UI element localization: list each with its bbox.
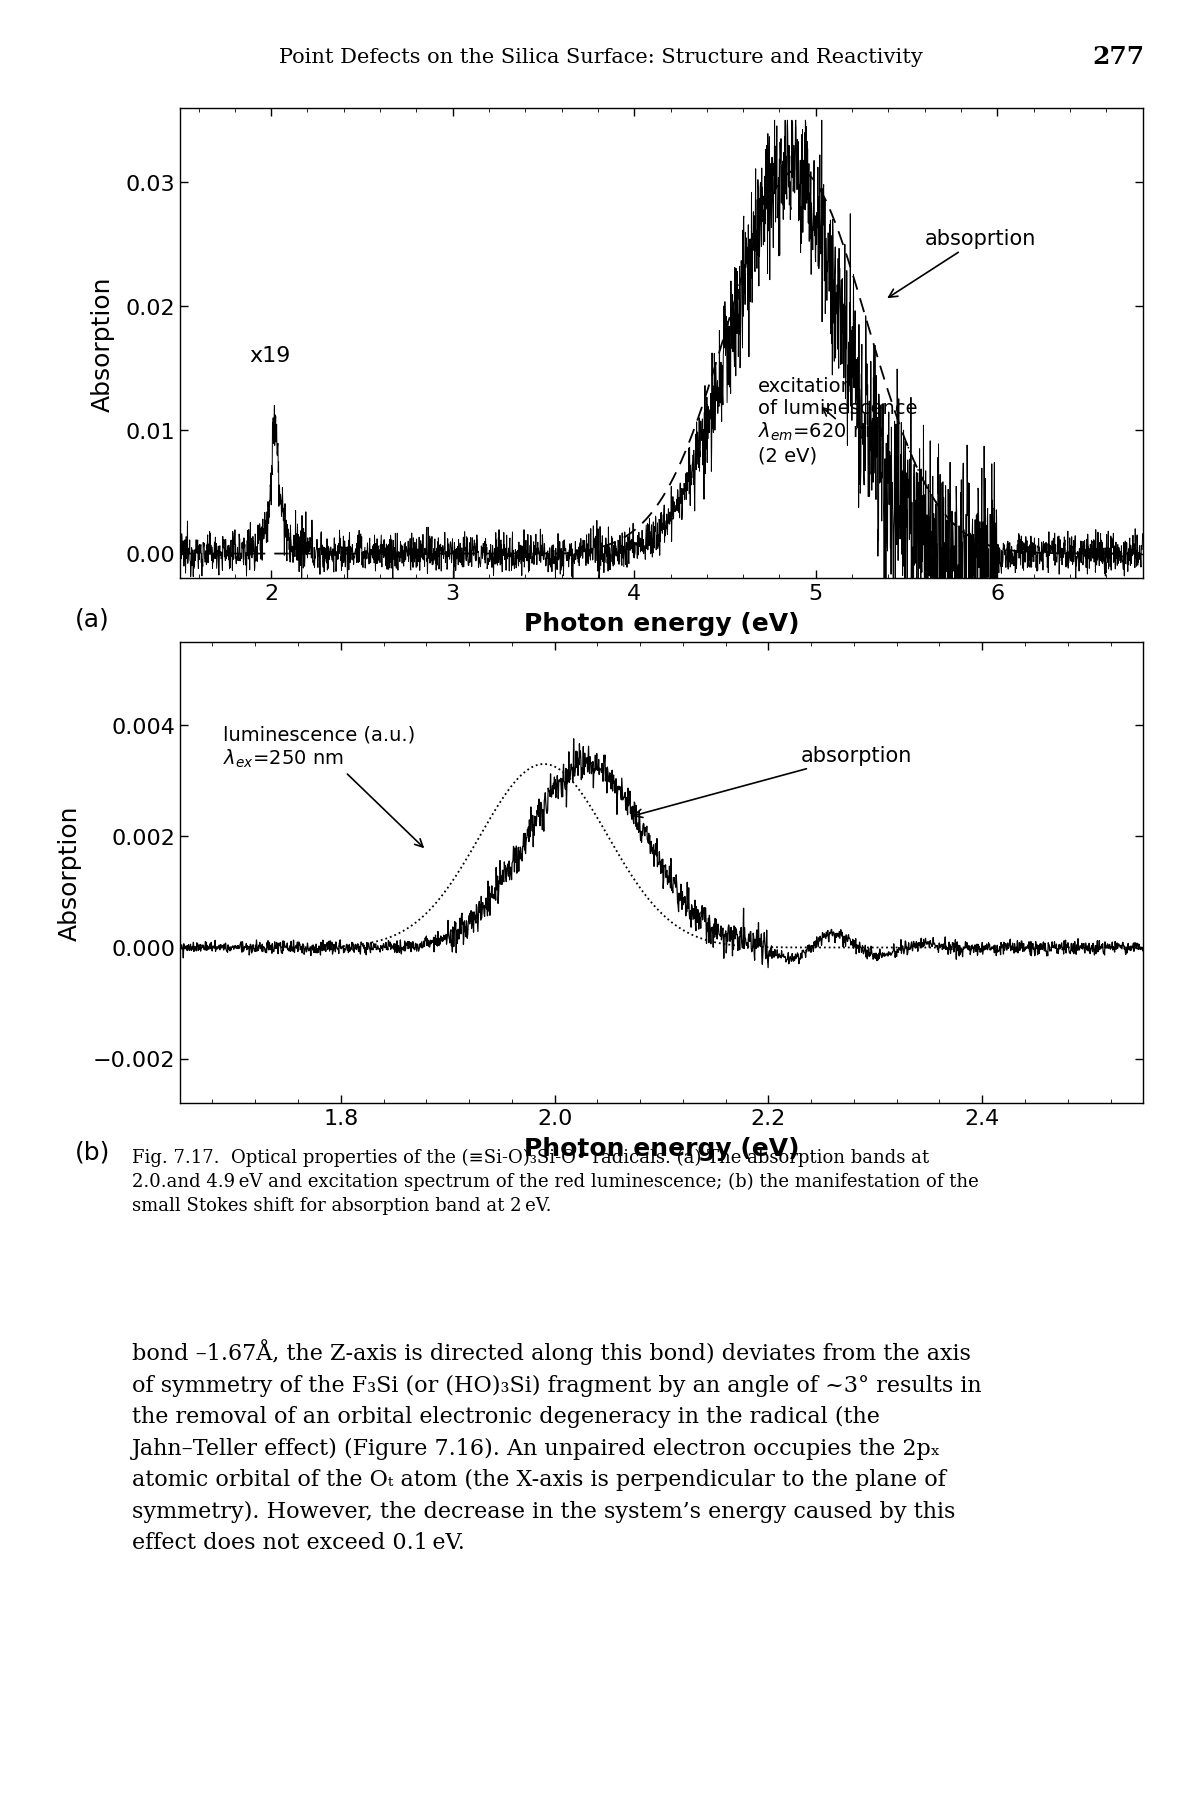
Text: (b): (b) (75, 1140, 109, 1163)
Text: 277: 277 (1091, 45, 1144, 69)
Text: bond –1.67Å, the Z-axis is directed along this bond) deviates from the axis
of s: bond –1.67Å, the Z-axis is directed alon… (132, 1339, 981, 1554)
Text: excitation
of luminescence
$\lambda_{em}$=620 nm
(2 eV): excitation of luminescence $\lambda_{em}… (757, 376, 917, 465)
Y-axis label: Absorption: Absorption (58, 805, 82, 941)
X-axis label: Photon energy (eV): Photon energy (eV) (523, 611, 799, 637)
Text: Point Defects on the Silica Surface: Structure and Reactivity: Point Defects on the Silica Surface: Str… (279, 47, 923, 67)
Text: (a): (a) (75, 608, 109, 631)
Text: Fig. 7.17.  Optical properties of the (≡Si-O)₃Si-O• radicals. (a) The absorption: Fig. 7.17. Optical properties of the (≡S… (132, 1149, 978, 1214)
Text: absoprtion: absoprtion (888, 228, 1035, 298)
Text: absorption: absorption (633, 745, 911, 818)
Text: luminescence (a.u.)
$\lambda_{ex}$=250 nm: luminescence (a.u.) $\lambda_{ex}$=250 n… (224, 725, 423, 847)
Text: x19: x19 (249, 346, 291, 365)
X-axis label: Photon energy (eV): Photon energy (eV) (523, 1136, 799, 1161)
Y-axis label: Absorption: Absorption (90, 277, 114, 411)
